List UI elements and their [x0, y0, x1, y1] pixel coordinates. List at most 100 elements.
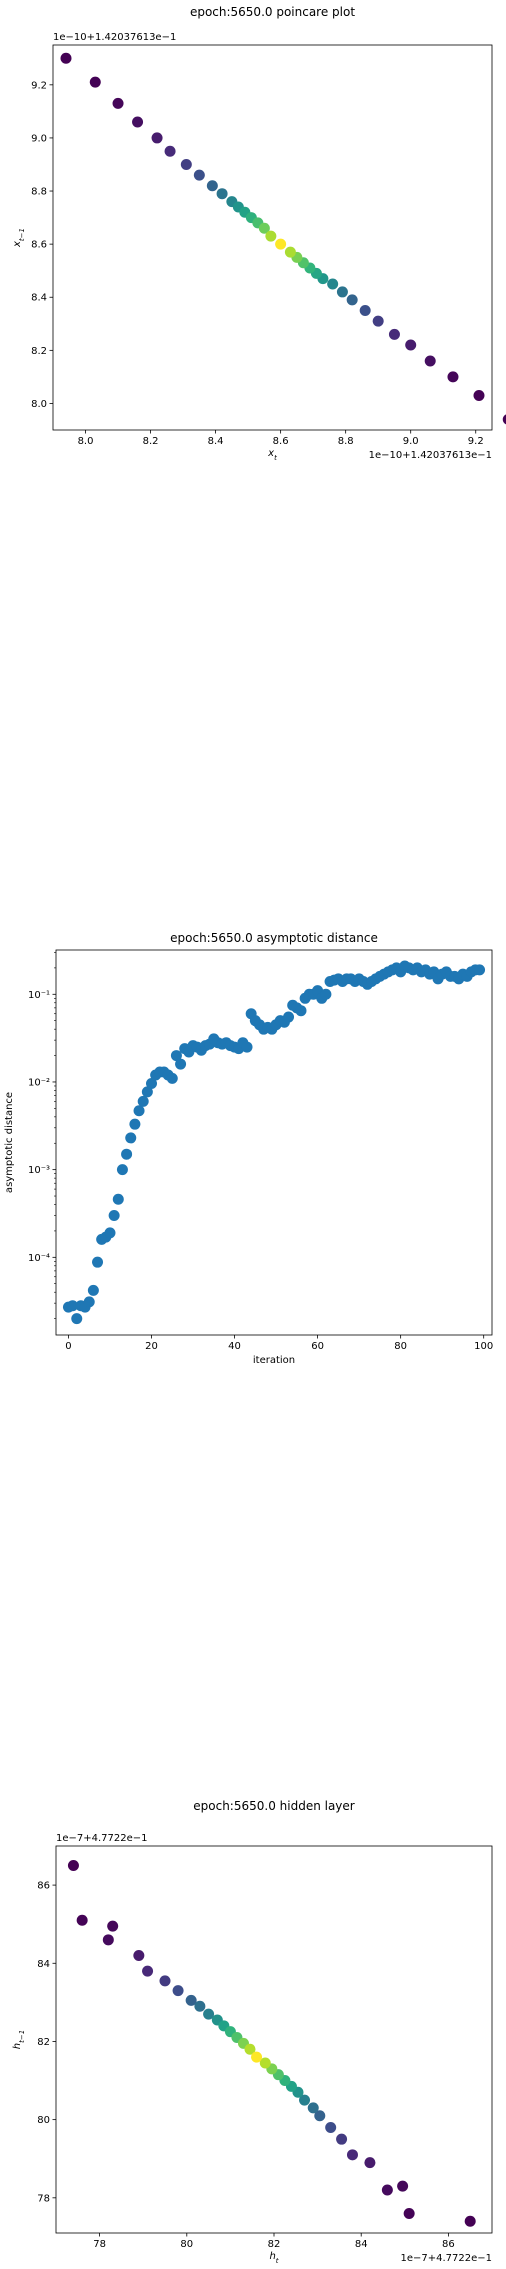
data-point [403, 2207, 415, 2219]
data-point [336, 2133, 348, 2145]
chart-title: epoch:5650.0 asymptotic distance [170, 931, 378, 945]
data-point [241, 1041, 253, 1053]
x-tick-label: 9.0 [403, 436, 419, 447]
data-point [175, 1058, 187, 1070]
y-tick-label: 8.8 [31, 187, 47, 198]
data-point [71, 1313, 83, 1325]
data-point [170, 1050, 182, 1062]
y-tick-label: 10⁻¹ [28, 990, 50, 1001]
data-point [203, 2008, 215, 2020]
data-point [116, 1164, 128, 1176]
y-offset-text: 1e−10+1.42037613e−1 [53, 32, 176, 43]
y-axis-label: asymptotic distance [4, 1092, 15, 1193]
x-tick-label: 86 [442, 2239, 455, 2250]
data-point [473, 389, 485, 401]
x-tick-label: 60 [311, 1341, 324, 1352]
x-tick-label: 0 [65, 1341, 71, 1352]
x-offset-text: 1e−10+1.42037613e−1 [369, 450, 492, 461]
data-point [284, 246, 296, 258]
x-axis-label: ht [269, 2251, 278, 2265]
x-tick-label: 8.6 [273, 436, 289, 447]
y-tick-label: 10⁻⁴ [28, 1253, 50, 1264]
data-point [108, 1209, 120, 1221]
data-point [364, 2157, 376, 2169]
plot-frame [52, 44, 493, 431]
data-point [146, 1078, 158, 1090]
data-point [346, 294, 358, 306]
data-point [397, 2180, 409, 2192]
x-tick-label: 80 [394, 1341, 407, 1352]
x-tick-label: 78 [93, 2239, 106, 2250]
y-tick-label: 86 [37, 1881, 50, 1892]
data-point [137, 1095, 149, 1107]
data-point [283, 1011, 295, 1023]
data-point [121, 1148, 133, 1160]
data-point [180, 158, 192, 170]
data-point [325, 2121, 337, 2133]
chart-title: epoch:5650.0 poincare plot [190, 5, 355, 19]
data-point [424, 355, 436, 367]
x-tick-label: 84 [355, 2239, 368, 2250]
data-point [372, 315, 384, 327]
data-point [194, 2000, 206, 2012]
y-tick-label: 9.2 [31, 80, 47, 91]
data-point [307, 2102, 319, 2114]
x-tick-label: 20 [145, 1341, 158, 1352]
x-tick-label: 9.2 [468, 436, 484, 447]
chart-title: epoch:5650.0 hidden layer [193, 1799, 355, 1813]
data-point [89, 76, 101, 88]
data-point [159, 1975, 171, 1987]
data-point [314, 2110, 326, 2122]
x-tick-label: 100 [474, 1341, 493, 1352]
data-point [76, 1914, 88, 1926]
data-point [299, 2094, 311, 2106]
svg-text:ht−1: ht−1 [12, 2030, 26, 2049]
data-point [295, 1005, 307, 1017]
data-point [381, 2184, 393, 2196]
data-point [142, 1965, 154, 1977]
data-point [129, 1118, 141, 1130]
data-point [502, 414, 506, 425]
y-tick-label: 8.0 [31, 399, 47, 410]
data-point [107, 1920, 119, 1932]
data-point [102, 1934, 114, 1946]
plot-frame [55, 1845, 493, 2234]
y-tick-label: 8.4 [31, 293, 47, 304]
data-point [327, 278, 339, 290]
data-point [125, 1132, 137, 1144]
data-point [346, 2149, 358, 2161]
data-point [141, 1086, 153, 1098]
data-point [251, 2051, 263, 2063]
data-point [275, 238, 287, 250]
y-tick-label: 82 [37, 2037, 50, 2048]
data-point [206, 180, 218, 192]
data-point [92, 1256, 104, 1268]
x-tick-label: 8.2 [143, 436, 159, 447]
svg-text:xt: xt [267, 448, 277, 462]
data-point [60, 52, 72, 64]
data-point [405, 339, 417, 351]
data-point [447, 371, 459, 383]
y-tick-label: 8.2 [31, 346, 47, 357]
y-tick-label: 10⁻² [28, 1077, 50, 1088]
x-tick-label: 8.4 [208, 436, 224, 447]
data-point [67, 1860, 79, 1872]
x-axis-label: iteration [253, 1355, 295, 1366]
y-tick-label: 84 [37, 1959, 50, 1970]
y-tick-label: 78 [37, 2193, 50, 2204]
data-point [133, 1949, 145, 1961]
y-axis-label: xt−1 [12, 228, 26, 248]
data-point [464, 2215, 476, 2227]
chart-panel-1: epoch:5650.0 poincare plot 8.0 8.2 8.4 8.6 8.… [12, 5, 506, 462]
x-axis-label: xt [267, 448, 277, 462]
data-point [185, 1994, 197, 2006]
data-point [112, 1193, 124, 1205]
data-point [265, 230, 277, 242]
x-tick-label: 8.8 [338, 436, 354, 447]
data-point [67, 1300, 79, 1312]
data-point [259, 2057, 271, 2069]
data-point [474, 964, 486, 976]
x-tick-label: 8.0 [78, 436, 94, 447]
y-tick-label: 8.6 [31, 240, 47, 251]
